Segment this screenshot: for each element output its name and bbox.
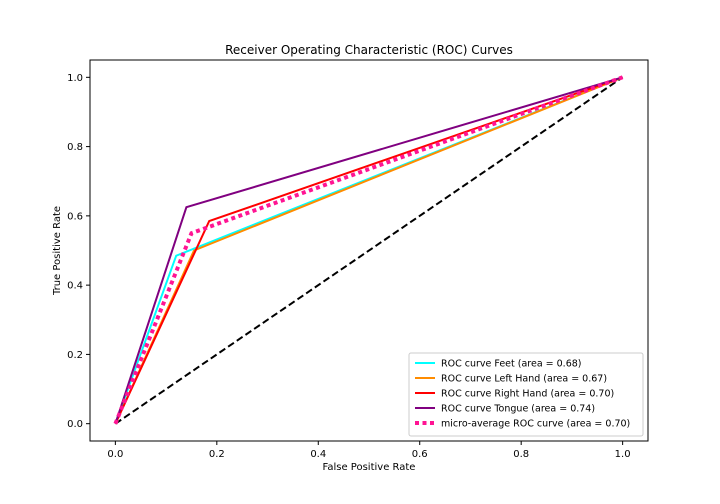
x-tick-label: 0.8 (513, 449, 529, 460)
x-axis-label: False Positive Rate (323, 462, 416, 473)
y-axis-label: True Positive Rate (52, 206, 63, 296)
plot-frame (89, 59, 649, 442)
x-tick-label: 1.0 (615, 449, 631, 460)
legend-entry-2: ROC curve Right Hand (area = 0.70) (441, 389, 614, 400)
y-tick-label: 0.0 (67, 419, 83, 430)
y-tick-label: 0.4 (67, 281, 83, 292)
plot-area (113, 75, 624, 425)
reference-diagonal-line (114, 76, 624, 425)
series-line-3 (114, 76, 623, 425)
axis-ticks: 0.0 0.2 0.4 0.6 0.8 1.0 0.0 0.2 0.4 0.6 0.8 1.0 (67, 73, 630, 460)
x-tick-label: 0.6 (412, 449, 428, 460)
legend-entry-1: ROC curve Left Hand (area = 0.67) (441, 374, 607, 385)
legend-entry-4: micro-average ROC curve (area = 0.70) (441, 419, 630, 430)
x-tick-label: 0.4 (310, 449, 326, 460)
y-tick-label: 0.6 (67, 211, 83, 222)
y-tick-label: 1.0 (67, 73, 83, 84)
legend-entry-3: ROC curve Tongue (area = 0.74) (441, 404, 595, 415)
legend: ROC curve Feet (area = 0.68) ROC curve Le… (408, 352, 644, 437)
chart-title: Receiver Operating Characteristic (ROC) … (225, 43, 513, 57)
y-tick-label: 0.8 (67, 142, 83, 153)
legend-box (408, 352, 644, 437)
y-tick-label: 0.2 (67, 350, 83, 361)
series-line-4 (113, 75, 624, 425)
x-tick-label: 0.0 (107, 449, 123, 460)
legend-entry-0: ROC curve Feet (area = 0.68) (441, 359, 582, 370)
x-tick-label: 0.2 (209, 449, 225, 460)
